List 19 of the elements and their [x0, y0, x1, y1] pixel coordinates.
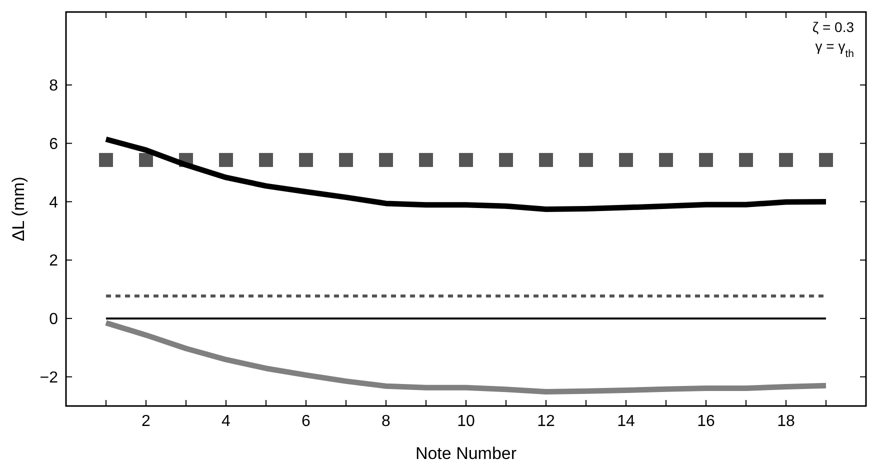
x-axis-title: Note Number: [415, 444, 517, 463]
y-tick-label: 2: [49, 252, 58, 270]
x-tick-label: 18: [777, 413, 795, 430]
y-tick-label: 0: [49, 311, 58, 328]
y-axis-title: ΔL (mm): [9, 176, 28, 242]
annotation: γ = γ$_{th}$: [815, 38, 854, 60]
y-tick-label: 8: [49, 78, 58, 95]
x-tick-label: 6: [302, 413, 311, 430]
x-tick-label: 8: [382, 413, 391, 430]
y-tick-label: 6: [49, 136, 58, 153]
x-tick-label: 16: [697, 413, 715, 430]
x-tick-label: 4: [222, 413, 231, 430]
annotation: ζ = 0.3: [812, 19, 854, 35]
x-tick-label: 14: [617, 413, 635, 430]
x-tick-label: 10: [457, 413, 475, 430]
y-tick-label: 4: [49, 194, 58, 212]
x-tick-label: 2: [142, 413, 151, 430]
x-tick-label: 12: [537, 413, 555, 430]
y-tick-label: −2: [40, 369, 58, 386]
